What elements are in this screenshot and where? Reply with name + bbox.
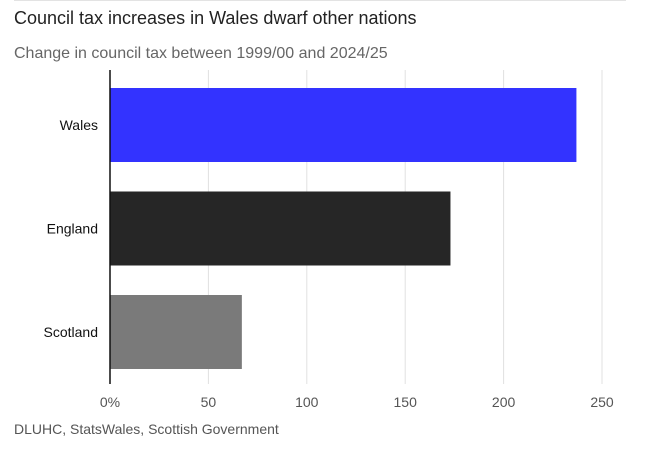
category-label: Scotland <box>44 324 98 340</box>
bar-scotland <box>110 295 242 369</box>
category-label: England <box>47 221 98 237</box>
x-tick-label: 0% <box>100 394 120 410</box>
x-tick-label: 50 <box>201 394 217 410</box>
x-tick-label: 150 <box>394 394 418 410</box>
chart-subtitle: Change in council tax between 1999/00 an… <box>14 45 388 62</box>
bar-england <box>110 191 451 266</box>
chart-source: DLUHC, StatsWales, Scottish Government <box>14 421 279 437</box>
bar-wales <box>110 88 577 162</box>
chart-title: Council tax increases in Wales dwarf oth… <box>14 8 417 28</box>
x-tick-label: 200 <box>492 394 516 410</box>
x-tick-label: 250 <box>590 394 614 410</box>
top-rule <box>14 0 626 1</box>
x-tick-label: 100 <box>295 394 319 410</box>
category-label: Wales <box>60 117 98 133</box>
